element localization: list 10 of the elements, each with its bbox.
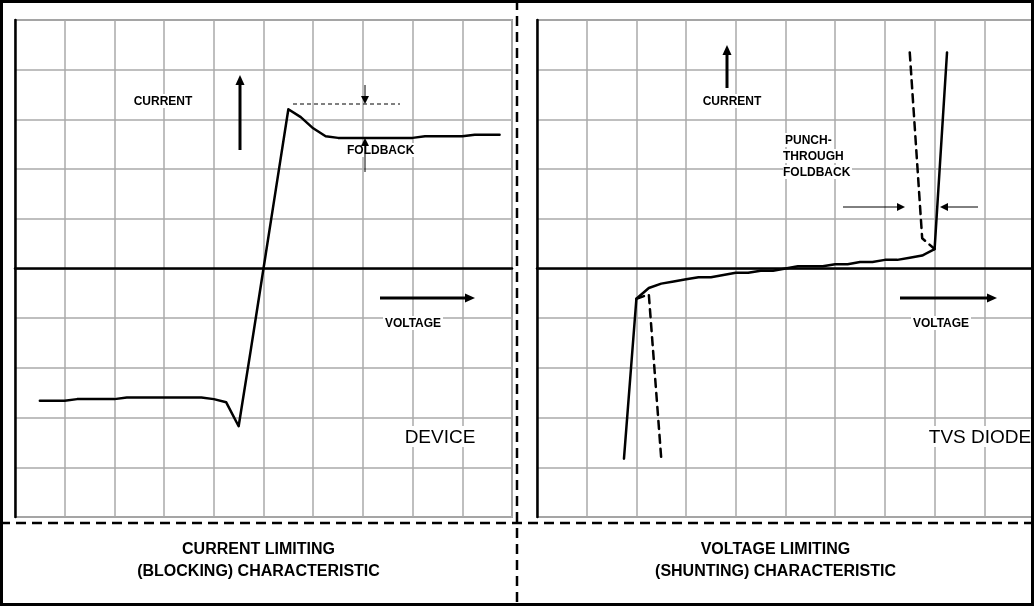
annotation: FOLDBACK [345,143,417,157]
text: CURRENT [131,94,195,108]
text: VOLTAGE LIMITING (SHUNTING) CHARACTERISTIC [654,539,897,581]
annotation: TVS DIODE [926,426,1034,447]
annotation: PUNCH- THROUGH FOLDBACK [783,133,853,179]
annotation: VOLTAGE [382,316,444,330]
text: CURRENT LIMITING (BLOCKING) CHARACTERISTIC [136,539,381,581]
annotation: DEVICE [402,426,478,447]
annotation: CURRENT [700,94,764,108]
annotation: VOLTAGE [910,316,972,330]
